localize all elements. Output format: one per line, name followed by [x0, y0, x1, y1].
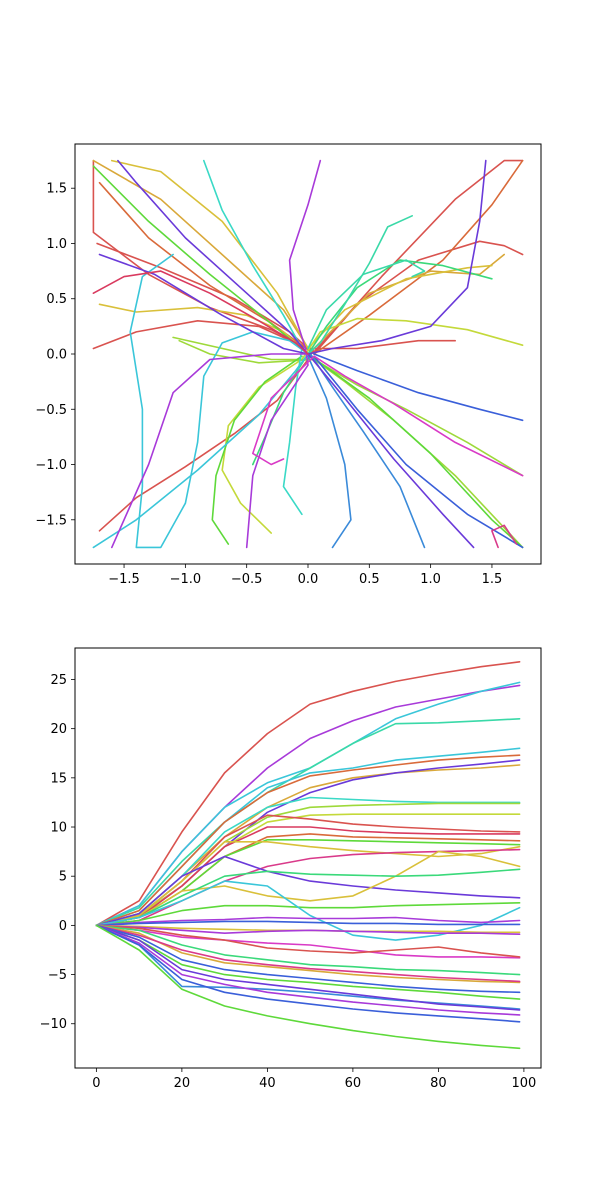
y-tick-label: −1.5	[35, 513, 67, 528]
series-line-23	[313, 353, 524, 422]
y-tick-label: 1.0	[46, 237, 67, 252]
series-line-28	[95, 924, 521, 958]
series-line-22	[313, 355, 524, 549]
series-line-13	[211, 355, 303, 545]
x-tick-label: 80	[430, 1076, 447, 1091]
series-line-26	[95, 924, 521, 935]
x-tick-label: −1.5	[108, 572, 140, 587]
series-line-37	[95, 924, 521, 1023]
y-tick-label: −10	[40, 1017, 67, 1032]
series-line-3	[92, 320, 456, 350]
x-tick-label: 40	[259, 1076, 276, 1091]
series-line-13	[95, 826, 521, 927]
series-line-24	[98, 159, 487, 355]
time-series-plot: 0 20 40 60 80 100 −10 −5 0 5 10 15 20 25	[40, 647, 542, 1091]
y-tick-label: 15	[50, 771, 67, 786]
x-tick-label: 0	[92, 1076, 100, 1091]
series-line-24	[95, 920, 521, 927]
x-tick-label: 60	[345, 1076, 362, 1091]
y-tick-label: 1.5	[46, 182, 67, 197]
series-line-20	[309, 353, 426, 549]
series-line-19	[92, 353, 309, 549]
series-line-36	[95, 924, 521, 1016]
x-tick-label: 0.0	[298, 572, 319, 587]
series-line-16	[95, 841, 521, 927]
x-tick-label: −1.0	[170, 572, 202, 587]
y-tick-label: 0	[59, 919, 67, 934]
series-line-38	[95, 924, 521, 1050]
x-tick-label: −0.5	[231, 572, 263, 587]
x-tick-label: 20	[174, 1076, 191, 1091]
series-line-4	[95, 718, 521, 927]
x-tick-label: 0.5	[359, 572, 380, 587]
series-line-17	[95, 848, 521, 927]
series-line-33	[95, 924, 521, 1000]
series-line-25	[117, 159, 475, 549]
y-tick-label: −0.5	[35, 403, 67, 418]
series-line-29	[491, 524, 518, 549]
series-line-27	[95, 924, 521, 959]
series-line-34	[95, 924, 521, 1010]
series-line-18	[129, 253, 309, 549]
series-line-23	[95, 916, 521, 927]
y-tick-label: 5	[59, 870, 67, 885]
series-line-15	[307, 259, 426, 350]
trajectory-plot: −1.5 −1.0 −0.5 0.0 0.5 1.0 1.5 −1.5 −1.0 −0.5 0.0 0…	[35, 143, 542, 587]
x-tick-label: 1.5	[482, 572, 503, 587]
series-line-29	[95, 924, 521, 976]
series-line-31	[95, 924, 521, 983]
series-group	[92, 159, 524, 549]
series-line-2	[96, 240, 524, 355]
series-line-6	[95, 754, 521, 927]
series-line-10	[178, 339, 524, 477]
series-line-28	[252, 355, 524, 477]
series-line-27	[111, 353, 309, 549]
y-tick-label: 25	[50, 673, 67, 688]
series-line-16	[307, 215, 413, 355]
series-line-1	[95, 661, 521, 927]
y-tick-label: −1.0	[35, 458, 67, 473]
series-line-8	[98, 303, 309, 355]
axes-frame	[74, 647, 542, 1069]
y-tick-label: 0.0	[46, 348, 67, 363]
series-line-30	[92, 270, 309, 355]
series-line-11	[172, 336, 524, 549]
y-tick-label: 20	[50, 722, 67, 737]
series-line-20	[95, 868, 521, 927]
x-tick-label: 1.0	[420, 572, 441, 587]
y-tick-label: 10	[50, 821, 67, 836]
series-line-30	[95, 924, 521, 984]
series-line-21	[307, 355, 352, 549]
y-tick-label: 0.5	[46, 292, 67, 307]
y-tick-label: −5	[48, 968, 67, 983]
series-line-18	[95, 855, 521, 927]
series-line-19	[95, 850, 521, 927]
series-line-21	[95, 902, 521, 927]
series-group	[95, 661, 521, 1050]
series-line-35	[95, 924, 521, 1011]
x-tick-label: 100	[511, 1076, 536, 1091]
series-line-32	[95, 924, 521, 994]
